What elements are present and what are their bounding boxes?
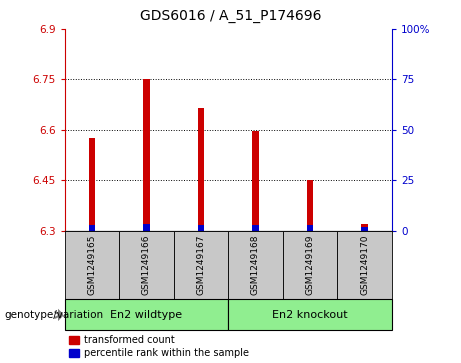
Text: GSM1249167: GSM1249167 bbox=[196, 235, 206, 295]
Bar bbox=[307, 225, 313, 231]
Bar bbox=[252, 225, 259, 231]
Bar bbox=[307, 180, 313, 231]
Text: GSM1249170: GSM1249170 bbox=[360, 235, 369, 295]
Bar bbox=[198, 225, 204, 231]
Bar bbox=[361, 224, 368, 231]
Bar bbox=[198, 108, 204, 231]
Text: GDS6016 / A_51_P174696: GDS6016 / A_51_P174696 bbox=[140, 9, 321, 23]
Legend: transformed count, percentile rank within the sample: transformed count, percentile rank withi… bbox=[70, 335, 249, 358]
Bar bbox=[143, 224, 150, 231]
Text: GSM1249165: GSM1249165 bbox=[87, 235, 96, 295]
Bar bbox=[361, 227, 368, 231]
Text: genotype/variation: genotype/variation bbox=[5, 310, 104, 320]
Bar bbox=[89, 138, 95, 231]
Bar bbox=[89, 225, 95, 231]
Text: GSM1249166: GSM1249166 bbox=[142, 235, 151, 295]
Polygon shape bbox=[58, 309, 63, 321]
Bar bbox=[143, 79, 150, 231]
Text: En2 wildtype: En2 wildtype bbox=[110, 310, 183, 320]
Text: GSM1249169: GSM1249169 bbox=[306, 235, 314, 295]
Bar bbox=[252, 131, 259, 231]
Text: En2 knockout: En2 knockout bbox=[272, 310, 348, 320]
Text: GSM1249168: GSM1249168 bbox=[251, 235, 260, 295]
